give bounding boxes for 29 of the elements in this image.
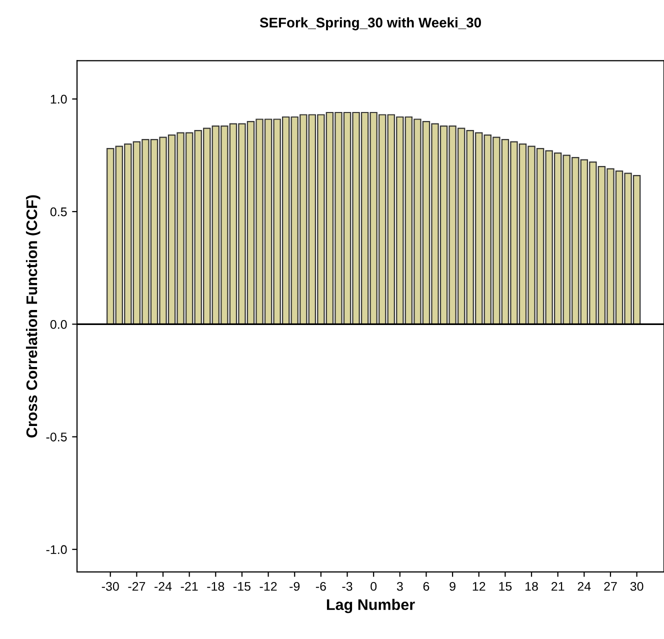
x-tick-label: 27: [604, 582, 617, 591]
x-tick-label: 21: [552, 582, 564, 591]
x-tick-label: -18: [207, 582, 224, 591]
x-axis-title: Lag Number: [326, 598, 415, 614]
x-tick-label: -9: [290, 582, 300, 591]
y-tick-label: 0.0: [50, 320, 67, 329]
y-tick-label: -0.5: [46, 432, 67, 442]
x-tick-label: 30: [630, 582, 644, 591]
x-tick-label: 3: [396, 582, 403, 591]
x-tick-label: -24: [154, 582, 172, 591]
x-tick-label: -12: [260, 582, 277, 591]
x-tick-label: 9: [450, 582, 456, 591]
x-tick-label: 6: [423, 582, 430, 591]
x-tick-label: 12: [472, 582, 486, 591]
x-tick-label: 0: [370, 582, 377, 591]
x-tick-label: 24: [578, 582, 591, 591]
x-tick-label: 15: [499, 582, 512, 591]
chart-title: SEFork_Spring_30 with Weeki_30: [260, 17, 481, 30]
x-tick-label: -3: [342, 582, 352, 591]
y-tick-label: 0.5: [50, 207, 67, 216]
x-tick-label: -6: [316, 582, 326, 591]
y-tick-label: -1.0: [46, 545, 67, 554]
x-tick-label: 18: [526, 582, 538, 591]
x-tick-label: -15: [233, 582, 250, 591]
y-axis-title: Cross Correlation Function (CCF): [26, 195, 40, 438]
x-tick-label: -21: [180, 582, 198, 591]
x-tick-label: -27: [128, 582, 146, 591]
y-tick-label: 1.0: [50, 94, 67, 104]
x-tick-label: -30: [102, 582, 119, 591]
